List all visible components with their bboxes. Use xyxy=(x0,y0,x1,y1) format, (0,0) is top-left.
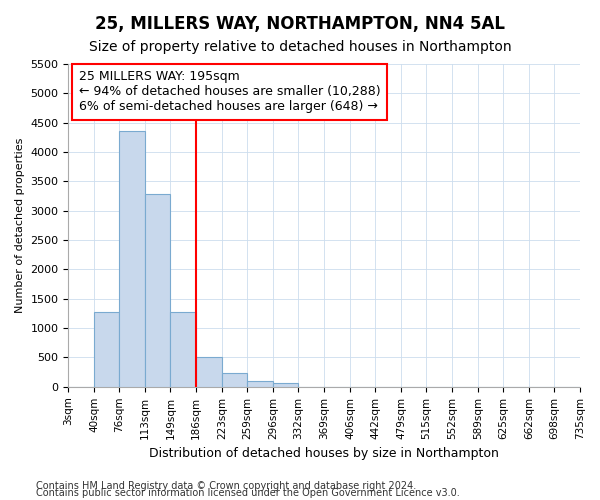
X-axis label: Distribution of detached houses by size in Northampton: Distribution of detached houses by size … xyxy=(149,447,499,460)
Text: 25, MILLERS WAY, NORTHAMPTON, NN4 5AL: 25, MILLERS WAY, NORTHAMPTON, NN4 5AL xyxy=(95,15,505,33)
Bar xyxy=(170,312,196,387)
Bar xyxy=(222,372,247,387)
Text: Contains HM Land Registry data © Crown copyright and database right 2024.: Contains HM Land Registry data © Crown c… xyxy=(36,481,416,491)
Bar xyxy=(119,132,145,387)
Bar xyxy=(94,312,119,387)
Bar xyxy=(273,384,298,387)
Bar xyxy=(247,381,273,387)
Text: Size of property relative to detached houses in Northampton: Size of property relative to detached ho… xyxy=(89,40,511,54)
Text: Contains public sector information licensed under the Open Government Licence v3: Contains public sector information licen… xyxy=(36,488,460,498)
Y-axis label: Number of detached properties: Number of detached properties xyxy=(15,138,25,313)
Bar xyxy=(196,358,222,387)
Text: 25 MILLERS WAY: 195sqm
← 94% of detached houses are smaller (10,288)
6% of semi-: 25 MILLERS WAY: 195sqm ← 94% of detached… xyxy=(79,70,380,114)
Bar xyxy=(145,194,170,387)
